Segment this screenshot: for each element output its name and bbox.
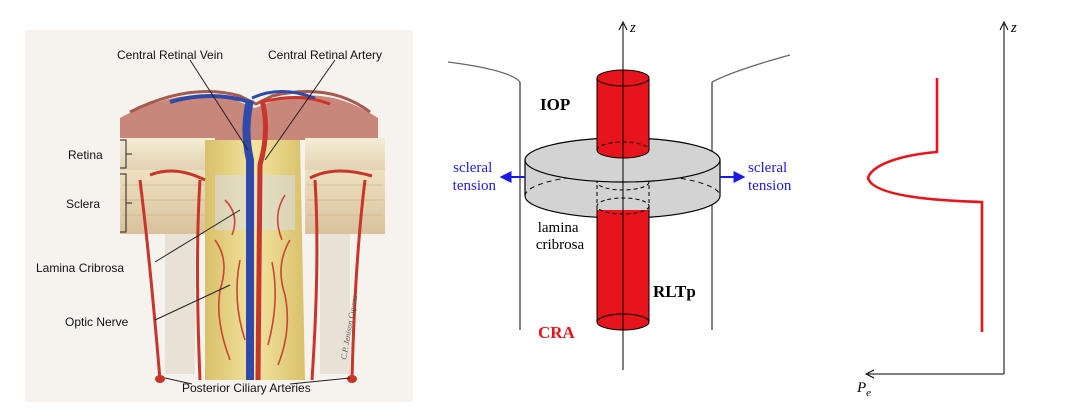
label-retina: Retina — [68, 148, 103, 162]
cra-label: CRA — [538, 323, 576, 342]
wall-curve-left — [447, 61, 521, 83]
label-posterior-ciliary-arteries: Posterior Ciliary Arteries — [182, 381, 311, 395]
surface-vessel — [129, 90, 371, 114]
lamina-cribrosa-model-label: lamina cribrosa — [536, 220, 585, 253]
rltp-label: RLTp — [653, 282, 696, 301]
profile-pe-axis-label: Pe — [856, 380, 871, 399]
pressure-profile: z Pe — [856, 20, 1017, 399]
label-central-retinal-artery: Central Retinal Artery — [268, 48, 382, 62]
retina-layer-right — [305, 138, 385, 170]
wall-curve-right — [711, 54, 791, 83]
retina-bracket — [120, 139, 132, 169]
sclera-bracket — [120, 173, 132, 233]
label-lamina-cribrosa: Lamina Cribrosa — [36, 261, 124, 275]
leader-lines — [154, 59, 351, 385]
label-sclera: Sclera — [66, 197, 100, 211]
label-central-retinal-vein: Central Retinal Vein — [117, 48, 223, 62]
anatomy-illustration: C.P. Jenison Cuyens Central Retinal Vein… — [25, 30, 413, 402]
profile-z-axis-label: z — [1010, 20, 1017, 36]
mechanical-model: z scleral tension scleral tension IOP la… — [447, 20, 792, 370]
outer-column-right — [320, 234, 350, 374]
model-z-axis-label: z — [629, 20, 636, 36]
retina-layer-left — [120, 138, 215, 170]
scleral-tension-label-right: scleral tension — [748, 160, 792, 194]
central-retinal-artery-vessel — [255, 99, 269, 381]
central-retinal-vein-vessel — [242, 99, 254, 380]
scleral-tension-label-left: scleral tension — [453, 160, 497, 194]
label-optic-nerve: Optic Nerve — [65, 315, 129, 329]
pressure-curve — [866, 78, 984, 332]
scleral-arteries — [138, 169, 373, 381]
outer-column-left — [165, 234, 195, 374]
sclera-layer-right — [305, 170, 385, 234]
iop-label: IOP — [540, 95, 570, 114]
